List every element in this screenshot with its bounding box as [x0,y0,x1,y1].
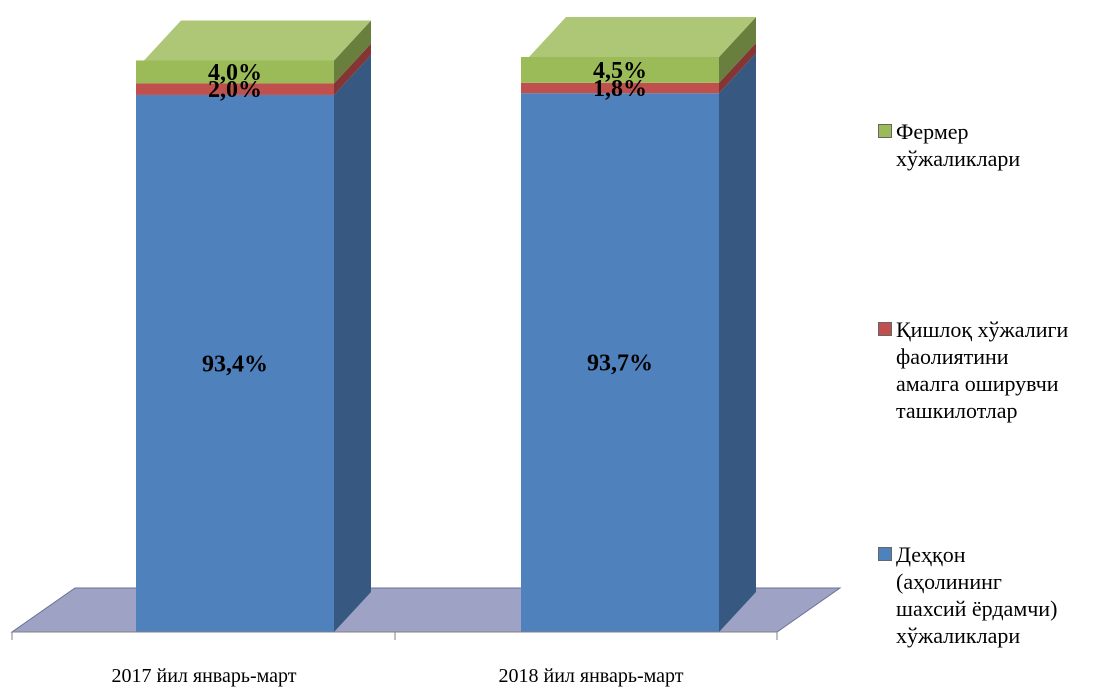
bar-front-agri-orgs-1 [136,83,334,95]
bar-segment-dehqon-1 [136,54,371,632]
bar-side-farmer-1 [334,20,371,84]
bar-top-1 [144,20,371,61]
category-label-1: 2017 йил январь-март [112,665,297,687]
legend-entry-dehqon: Деҳқон (аҳолининг шахсий ёрдамчи) хўжали… [878,541,1057,649]
data-label-agri-orgs-2: 1,8% [593,76,647,102]
data-label-agri-orgs-1: 2,0% [208,77,262,103]
legend-swatch-dehqon [878,547,892,561]
legend-entry-agri-orgs: Қишлоқ хўжалиги фаолиятини амалга оширув… [878,316,1068,424]
bar-side-dehqon-1 [334,54,371,632]
bar-segment-farmer-2 [521,17,756,83]
legend-entry-farmer: Фермер хўжаликлари [878,118,1020,172]
legend-label-dehqon: Деҳқон (аҳолининг шахсий ёрдамчи) хўжали… [896,542,1058,648]
bar-front-farmer-1 [136,60,334,84]
bar-segment-agri-orgs-1 [136,43,371,95]
bar-front-dehqon-1 [136,94,334,632]
category-label-2: 2018 йил январь-март [499,665,684,687]
bar-front-agri-orgs-2 [521,82,719,94]
bars [136,17,756,633]
bar-front-dehqon-2 [521,93,719,633]
bar-side-agri-orgs-1 [334,43,371,95]
legend-swatch-agri-orgs [878,322,892,336]
data-label-dehqon-2: 93,7% [587,351,653,377]
legend-swatch-farmer [878,124,892,138]
bar-front-farmer-2 [521,57,719,83]
bar-segment-agri-orgs-2 [521,42,756,94]
category-axis: 2017 йил январь-март 2018 йил январь-март [11,631,778,687]
bar-side-farmer-2 [719,17,756,83]
bar-segment-dehqon-2 [521,53,756,633]
data-label-dehqon-1: 93,4% [202,351,268,377]
legend-label-farmer: Фермер хўжаликлари [896,119,1021,171]
bar-side-agri-orgs-2 [719,42,756,94]
data-label-farmer-2: 4,5% [593,58,647,84]
bar-side-dehqon-2 [719,53,756,633]
bar-top-2 [529,17,756,57]
legend-label-agri-orgs: Қишлоқ хўжалиги фаолиятини амалга оширув… [896,317,1069,423]
bar-segment-farmer-1 [136,20,371,84]
data-label-farmer-1: 4,0% [208,60,262,86]
data-labels: 93,4% 2,0%4,0% 93,7% 1,8%4,5% [202,58,653,378]
